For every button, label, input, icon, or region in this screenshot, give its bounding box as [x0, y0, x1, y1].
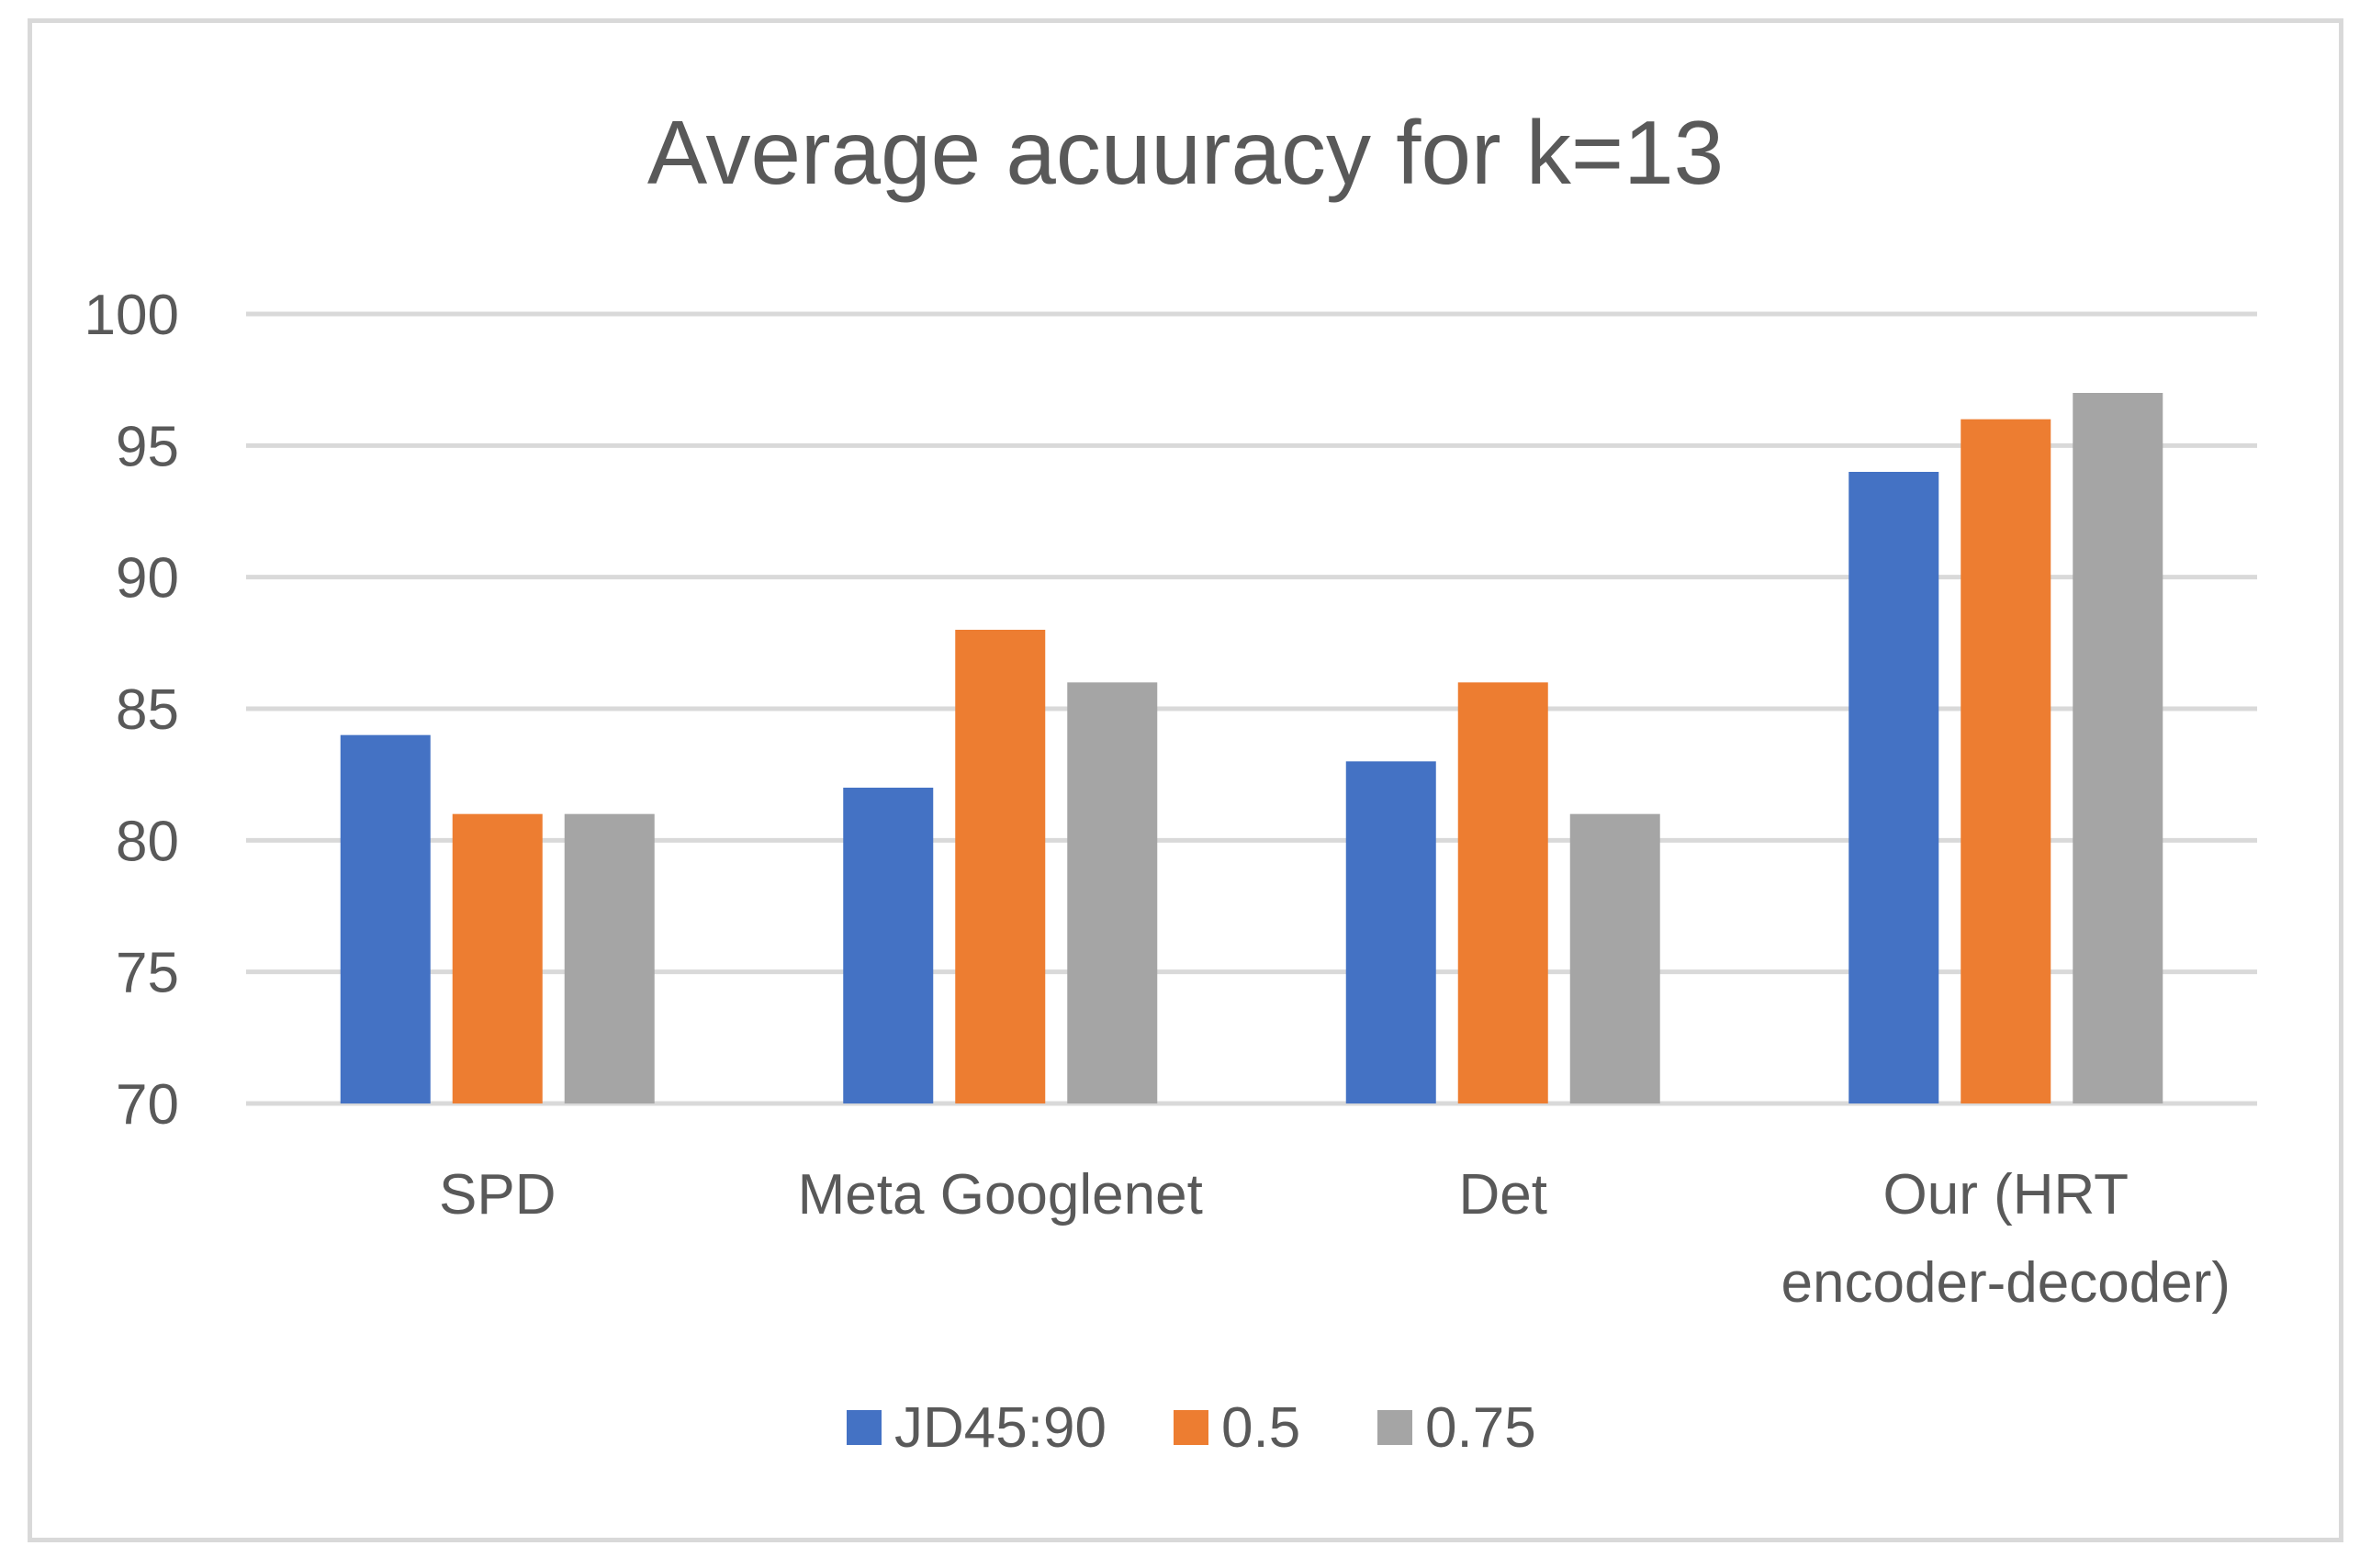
- bar: [1457, 682, 1548, 1103]
- bar: [1961, 419, 2051, 1104]
- gridlines: [246, 311, 2257, 1106]
- legend-swatch: [1377, 1410, 1412, 1445]
- y-tick-label: 90: [116, 547, 179, 610]
- x-tick-label: encoder-decoder): [1781, 1251, 2231, 1315]
- bar: [955, 630, 1046, 1103]
- legend-label: 0.5: [1221, 1396, 1300, 1460]
- y-tick-label: 80: [116, 810, 179, 873]
- x-tick-label: Our (HRT: [1882, 1163, 2129, 1226]
- bar: [564, 813, 655, 1103]
- bars: [340, 393, 2163, 1104]
- bar: [1848, 472, 1939, 1103]
- y-tick-label: 70: [116, 1073, 179, 1137]
- bar: [1345, 761, 1436, 1103]
- legend: JD45:90 0.5 0.75: [847, 1396, 1536, 1460]
- legend-label: 0.75: [1425, 1396, 1536, 1460]
- legend-swatch: [847, 1410, 882, 1445]
- x-tick-label: Det: [1459, 1163, 1547, 1226]
- y-tick-label: 95: [116, 415, 179, 478]
- bar: [2073, 393, 2163, 1103]
- y-tick-label: 100: [84, 284, 179, 347]
- chart-title: Average acuuracy for k=13: [647, 102, 1724, 203]
- x-axis: SPD Meta Googlenet Det Our (HRT encoder-deco…: [439, 1163, 2231, 1315]
- x-tick-label: Meta Googlenet: [798, 1163, 1203, 1226]
- bar: [340, 734, 431, 1103]
- legend-swatch: [1174, 1410, 1208, 1445]
- x-tick-label: SPD: [439, 1163, 556, 1226]
- y-tick-label: 75: [116, 942, 179, 1005]
- bar: [1569, 813, 1660, 1103]
- y-axis: 70 75 80 85 90 95 100: [84, 284, 179, 1137]
- y-tick-label: 85: [116, 678, 179, 742]
- bar: [452, 813, 543, 1103]
- bar: [843, 788, 934, 1103]
- bar: [1067, 682, 1158, 1103]
- legend-label: JD45:90: [894, 1396, 1107, 1460]
